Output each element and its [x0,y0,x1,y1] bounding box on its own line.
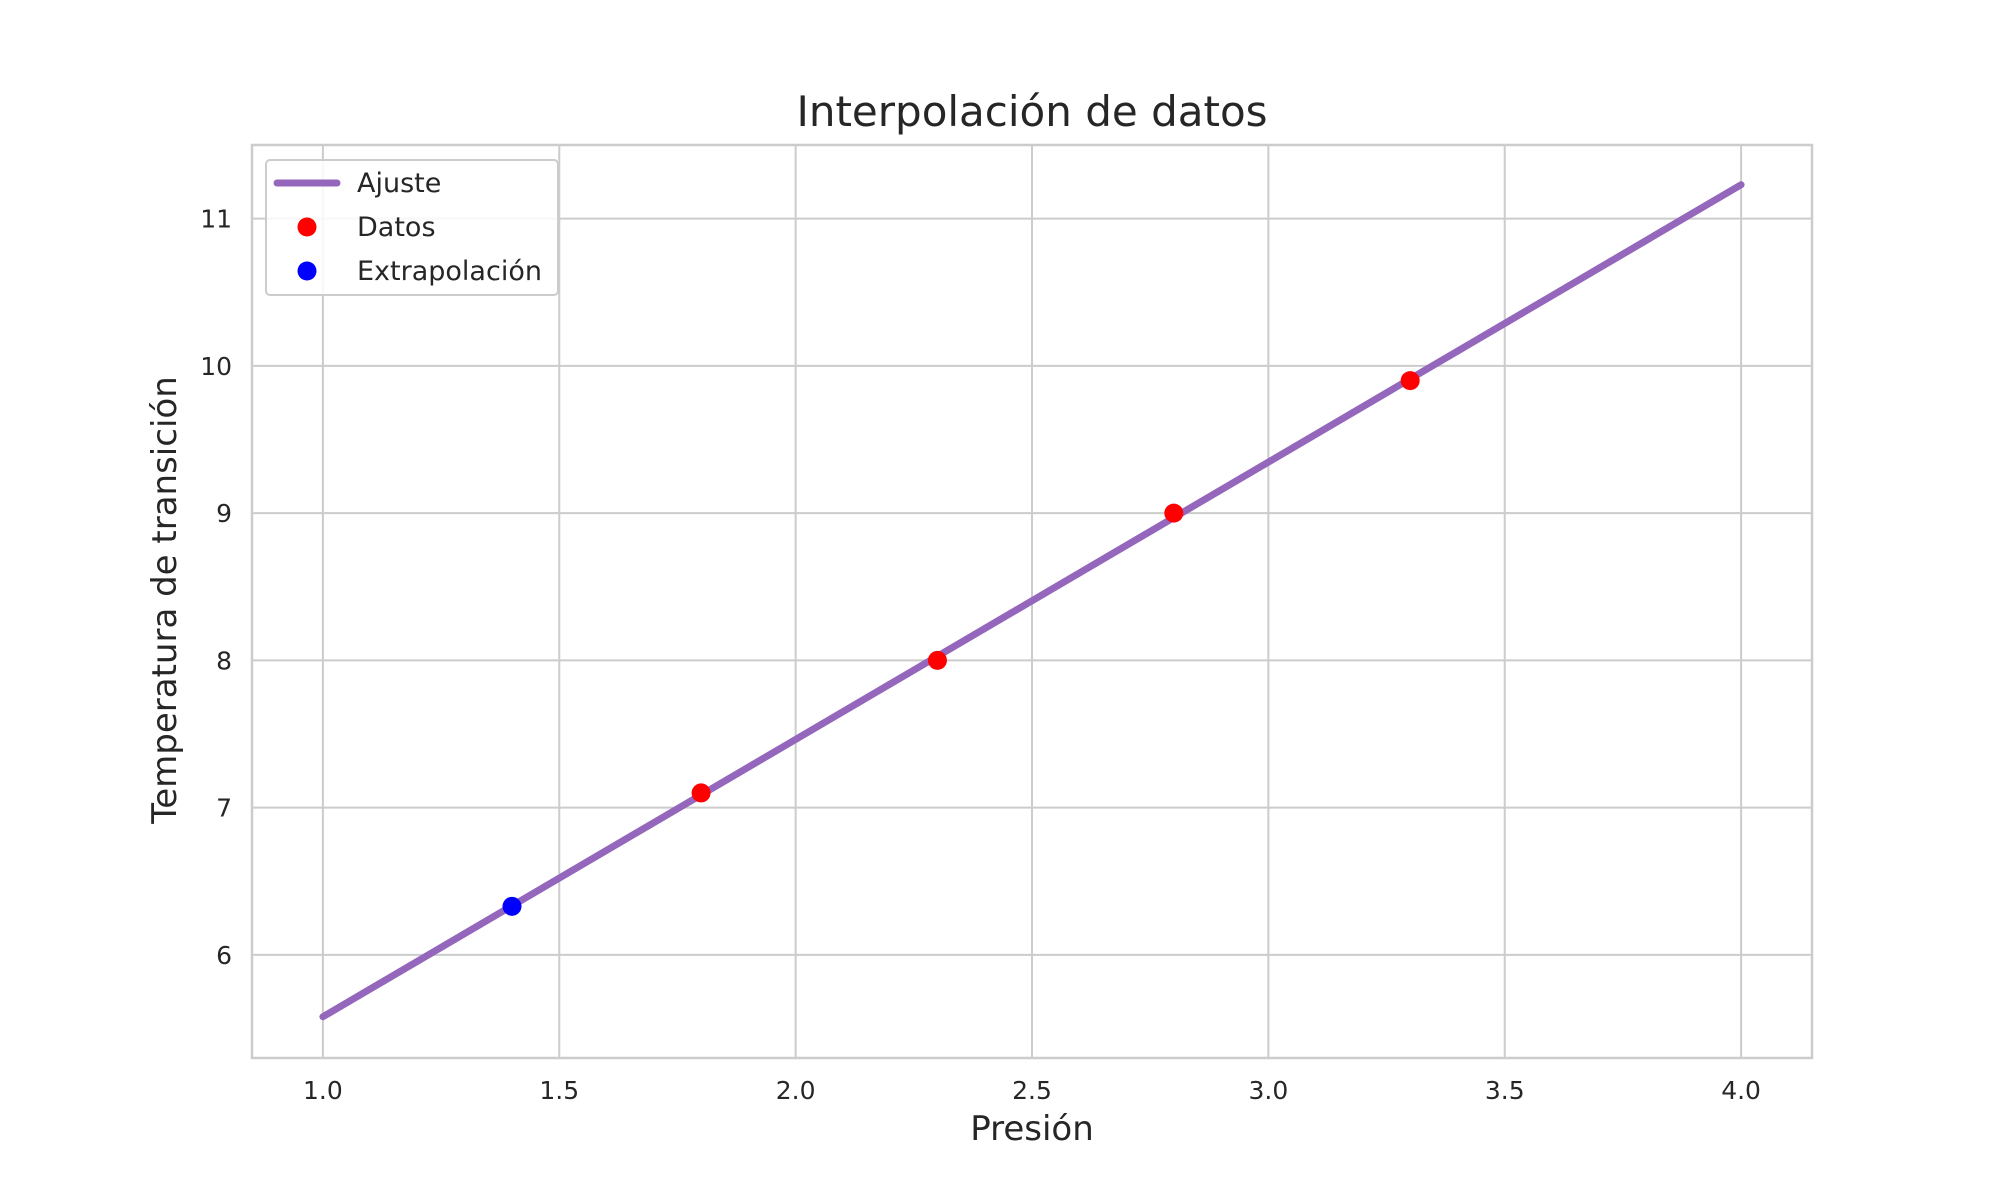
legend-marker-swatch [297,261,317,281]
legend-label: Extrapolación [357,256,542,287]
plot-border [250,143,1814,1060]
data-point [1400,371,1420,391]
x-tick-label: 1.0 [303,1076,343,1105]
x-tick-label: 2.0 [776,1076,816,1105]
plot-frame [250,143,1814,1060]
x-axis-ticks: 1.0 1.5 2.0 2.5 3.0 3.5 4.0 [303,1076,1761,1105]
data-point [1164,503,1184,523]
data-point [691,783,711,803]
series-layer [319,181,1745,1021]
y-axis-title: Temperatura de transición [145,376,185,825]
legend: Ajuste Datos Extrapolación [265,159,559,296]
y-tick-label: 8 [216,646,232,675]
chart-title: Interpolación de datos [796,87,1267,136]
legend-label: Datos [357,212,436,243]
data-point [927,650,947,670]
x-axis-title: Presión [970,1109,1094,1149]
y-tick-label: 10 [200,352,232,381]
x-tick-label: 1.5 [539,1076,579,1105]
y-tick-label: 9 [216,499,232,528]
series-line-ajuste [319,181,1745,1021]
legend-box [265,159,559,296]
x-tick-label: 3.0 [1248,1076,1288,1105]
legend-marker-swatch [297,217,317,237]
y-tick-label: 11 [200,205,232,234]
x-tick-label: 4.0 [1721,1076,1761,1105]
extrapolation-point [502,896,522,916]
legend-label: Ajuste [357,168,441,199]
x-tick-label: 2.5 [1012,1076,1052,1105]
y-axis-ticks: 6 7 8 9 10 11 [200,205,232,970]
x-tick-label: 3.5 [1485,1076,1525,1105]
y-tick-label: 6 [216,941,232,970]
y-tick-label: 7 [216,794,232,823]
